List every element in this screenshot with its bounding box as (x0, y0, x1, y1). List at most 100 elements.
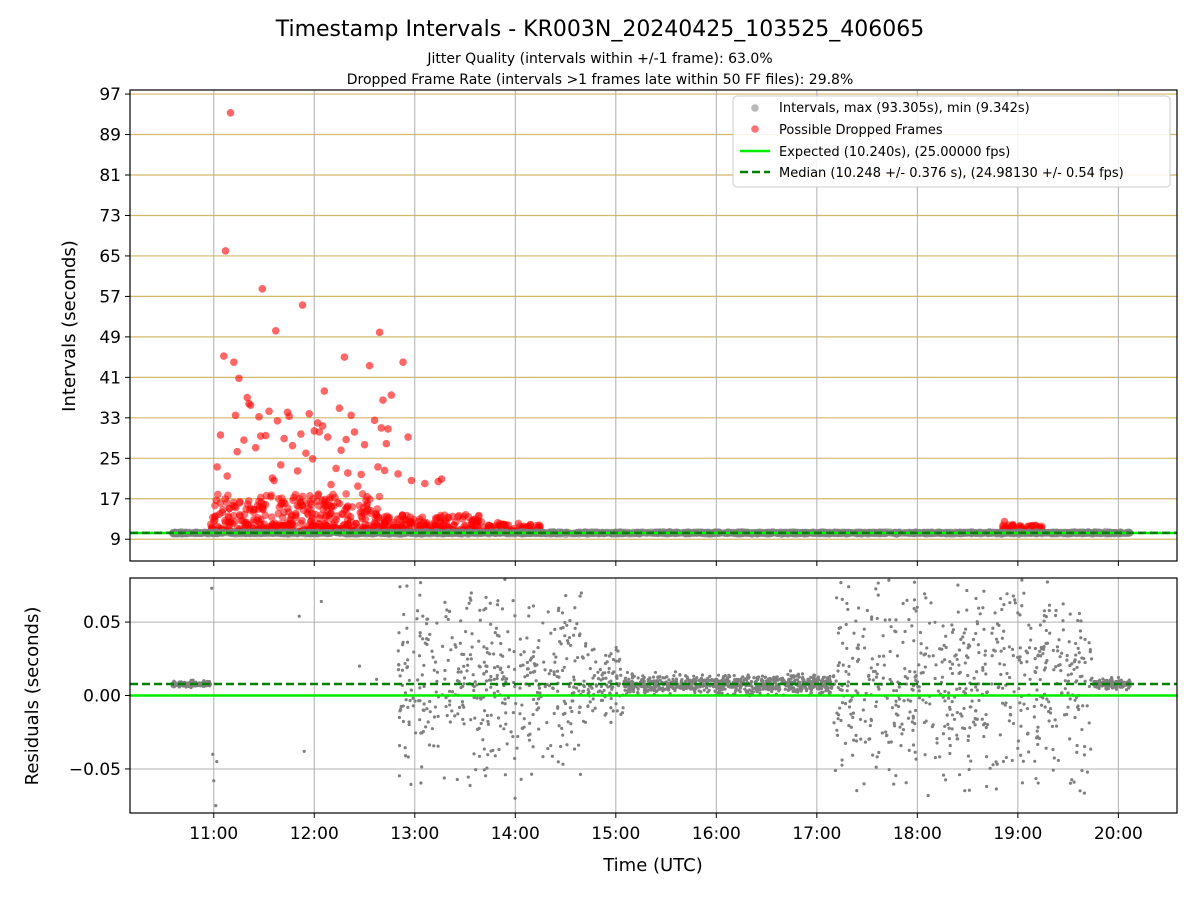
residual-point (862, 646, 867, 650)
residual-point (968, 726, 972, 730)
residual-point (1004, 701, 1008, 705)
x-tick-label: 19:00 (993, 824, 1042, 844)
residual-point (915, 605, 919, 609)
residual-point (728, 674, 732, 679)
top-y-tick-label: 81 (99, 166, 121, 186)
residual-point (504, 711, 508, 715)
residual-point (416, 678, 420, 682)
residual-point (903, 629, 907, 634)
residual-point (402, 612, 406, 617)
residual-point (876, 685, 880, 689)
residual-point (556, 706, 560, 710)
residual-point (531, 745, 535, 749)
residual-point (975, 670, 979, 674)
residual-point (985, 723, 990, 727)
residual-point (999, 596, 1003, 601)
residual-point (457, 667, 461, 671)
dropped-frame-point (335, 404, 344, 413)
residual-point (1050, 724, 1055, 729)
residual-point (1057, 638, 1061, 642)
residual-point (561, 762, 565, 766)
residual-point (836, 631, 840, 635)
residual-point (615, 674, 619, 678)
residual-point (983, 653, 987, 657)
residual-point (898, 725, 902, 729)
residual-point (495, 676, 499, 681)
top-y-tick-label: 89 (99, 126, 121, 146)
residual-point (319, 599, 323, 604)
residual-point (1013, 601, 1017, 605)
residual-point (484, 669, 489, 674)
residual-point (941, 773, 946, 777)
dropped-frame-point (231, 503, 240, 512)
residual-point (1051, 768, 1055, 772)
residual-point (552, 670, 556, 674)
residual-point (893, 629, 897, 633)
residual-point (484, 595, 488, 599)
residual-point (855, 646, 859, 650)
residual-point (432, 715, 437, 719)
residual-point (1051, 747, 1055, 752)
residual-point (577, 633, 582, 638)
dropped-frame-point (360, 440, 369, 449)
residual-point (1018, 655, 1022, 659)
residual-point (418, 634, 422, 638)
residual-point (515, 746, 519, 750)
residual-point (528, 671, 533, 675)
residual-point (562, 699, 566, 703)
residual-point (858, 717, 863, 722)
residual-point (1066, 691, 1070, 695)
residual-point (849, 712, 853, 716)
residual-point (693, 690, 697, 695)
residual-point (913, 722, 917, 726)
residual-point (733, 691, 737, 695)
residual-point (923, 753, 927, 757)
residual-point (577, 710, 581, 715)
residual-point (586, 691, 590, 695)
residual-point (711, 678, 715, 683)
dropped-frame-point (309, 495, 317, 503)
dropped-frame-point (265, 407, 273, 416)
residual-point (908, 710, 912, 714)
residual-point (405, 665, 409, 669)
residual-point (888, 677, 892, 682)
residual-point (1072, 780, 1076, 784)
residual-point (671, 677, 675, 681)
residual-point (952, 717, 957, 721)
residual-point (876, 581, 880, 585)
dropped-frame-point (326, 493, 334, 502)
residual-point (981, 606, 985, 610)
residual-point (773, 679, 777, 684)
residual-point (614, 659, 618, 663)
residual-point (575, 622, 579, 626)
residual-point (794, 674, 799, 678)
residual-point (212, 779, 216, 783)
residual-point (606, 685, 610, 689)
residual-point (944, 778, 948, 782)
bottom-y-tick-label: 0.05 (83, 613, 121, 633)
residual-point (522, 717, 526, 721)
residual-point (1065, 658, 1069, 662)
residual-point (210, 586, 214, 590)
residual-point (647, 688, 651, 692)
residual-point (907, 617, 911, 622)
residual-point (919, 642, 923, 646)
residual-point (956, 583, 960, 587)
residual-point (448, 720, 452, 724)
residual-point (560, 668, 565, 673)
dropped-frame-point (303, 509, 312, 517)
dropped-frame-point (255, 413, 263, 421)
residual-point (556, 760, 560, 764)
residual-point (852, 631, 856, 635)
dropped-frame-point (343, 502, 352, 511)
residual-point (961, 726, 965, 730)
residual-point (405, 626, 409, 630)
residual-point (440, 644, 445, 648)
residual-point (475, 696, 479, 700)
residual-point (1042, 613, 1046, 618)
residual-point (976, 643, 980, 647)
residual-point (962, 631, 966, 635)
residual-point (401, 719, 405, 724)
residual-point (472, 752, 476, 756)
